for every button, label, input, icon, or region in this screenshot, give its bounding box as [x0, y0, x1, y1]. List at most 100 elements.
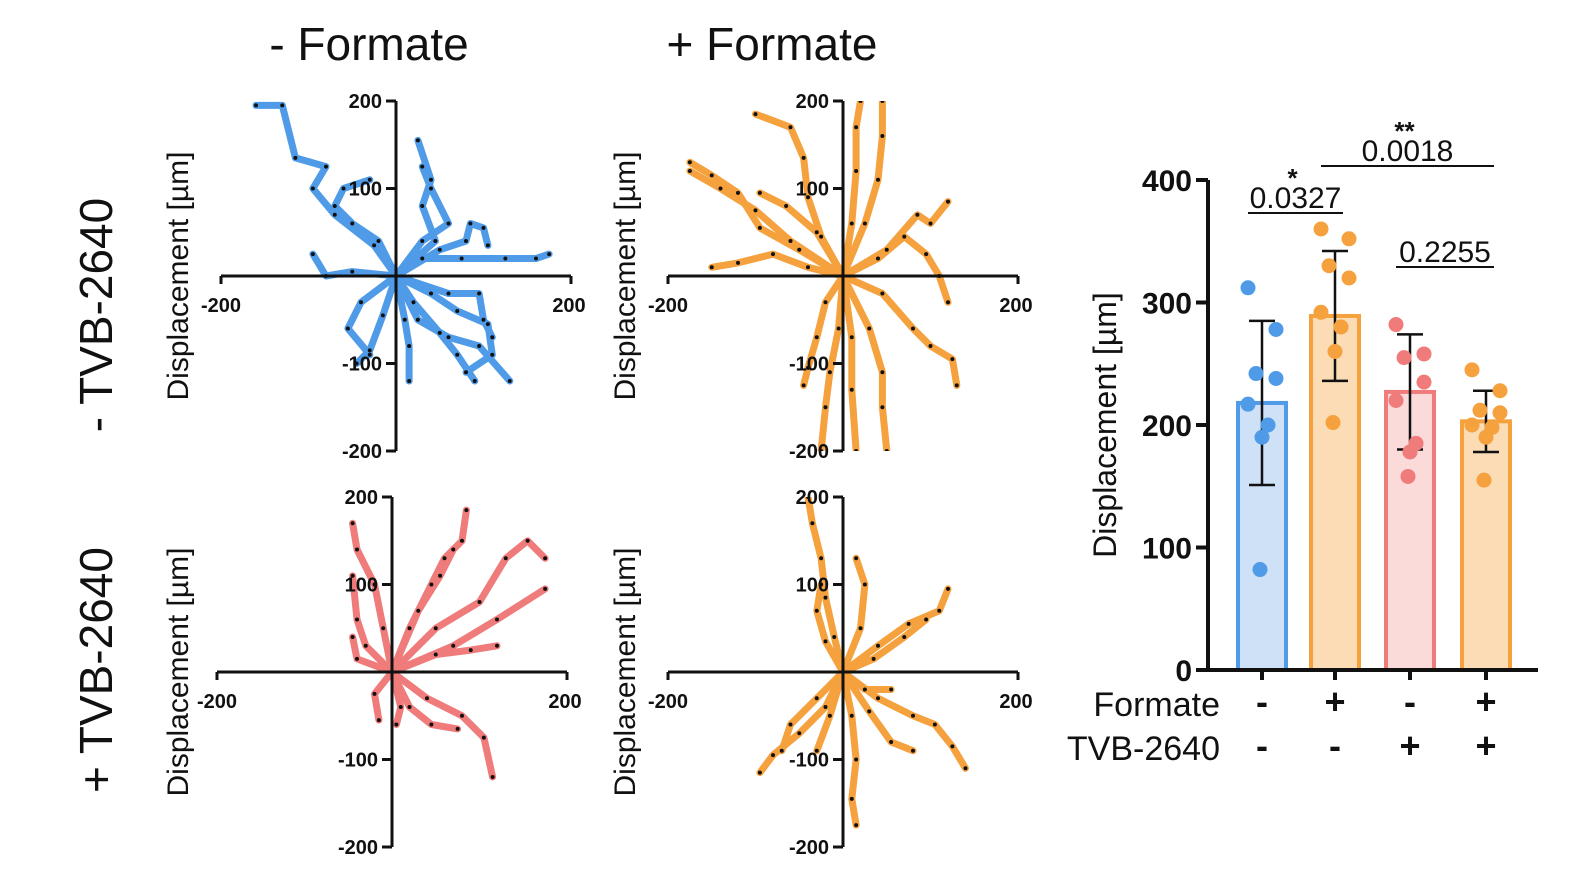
data-point: [1464, 362, 1480, 378]
y-axis-label: Displacement [µm]: [162, 547, 195, 796]
track-point: [367, 177, 372, 182]
x-tick-label: -200: [648, 691, 688, 713]
data-point: [1492, 405, 1508, 421]
tracks: [756, 497, 969, 829]
y-tick-label: 200: [349, 91, 382, 113]
data-point: [1313, 221, 1329, 237]
track-point: [819, 556, 824, 561]
condition-label: TVB-2640: [1067, 730, 1220, 768]
track-point: [788, 722, 793, 727]
track-point: [490, 775, 495, 779]
track-point: [429, 722, 434, 727]
y-tick-label: 100: [349, 179, 382, 201]
y-tick-label: -100: [789, 750, 829, 772]
track-point: [420, 256, 425, 261]
track-point: [345, 326, 350, 331]
track-point: [429, 291, 433, 296]
data-point: [1240, 396, 1256, 412]
track-line: [778, 668, 847, 755]
track-point: [420, 164, 425, 169]
track-point: [757, 190, 762, 195]
track-point: [543, 556, 548, 561]
y-tick-label: 100: [345, 575, 378, 597]
track-point: [823, 300, 828, 305]
track-point: [420, 204, 425, 208]
track-point: [718, 186, 723, 191]
track-point: [801, 155, 806, 160]
x-tick-label: -200: [197, 691, 237, 713]
track-line: [353, 272, 400, 367]
track-point: [867, 709, 872, 714]
track-line: [392, 272, 413, 385]
track-point: [849, 335, 854, 340]
track-point: [355, 656, 359, 661]
track-point: [954, 383, 959, 388]
track-point: [485, 243, 490, 248]
x-tick-label: 200: [552, 295, 585, 317]
track-point: [481, 735, 486, 740]
trajectory-panel-2: 200 100 -100 -200 -200 200 Displacement [µm]: [609, 91, 1033, 463]
track-point: [355, 547, 359, 552]
condition-sign: -: [1256, 725, 1268, 766]
track-point: [876, 696, 880, 701]
track-point: [460, 713, 464, 718]
track-point: [380, 313, 385, 318]
data-point: [1268, 321, 1284, 337]
track-point: [814, 696, 819, 701]
x-tick-label: -200: [201, 295, 241, 317]
y-tick-label: -100: [789, 354, 829, 376]
track-point: [963, 766, 968, 771]
row-header-plus-tvb: + TVB-2640: [70, 547, 122, 793]
data-point: [1333, 319, 1349, 335]
track-point: [433, 626, 438, 631]
track-point: [911, 326, 915, 331]
data-point: [1492, 383, 1508, 399]
track-line: [839, 616, 930, 676]
y-tick-label: 100: [796, 575, 829, 597]
track-line: [804, 497, 847, 676]
track-point: [464, 239, 468, 243]
track-point: [854, 449, 859, 451]
track-point: [862, 221, 867, 226]
track-point: [687, 169, 692, 173]
track-point: [788, 239, 793, 243]
p-value-label: 0.0018: [1362, 135, 1454, 168]
x-tick-label: 200: [999, 295, 1032, 317]
condition-sign: -: [1404, 681, 1416, 722]
track-point: [814, 748, 819, 753]
track-line: [252, 101, 400, 280]
track-point: [797, 731, 802, 736]
data-point: [1400, 468, 1416, 484]
track-point: [788, 125, 793, 130]
track-point: [394, 722, 399, 727]
track-line: [392, 220, 492, 280]
track-point: [455, 726, 460, 731]
track-point: [753, 208, 758, 213]
track-point: [858, 101, 863, 103]
track-point: [880, 370, 885, 375]
track-line: [388, 668, 462, 733]
data-point: [1327, 344, 1343, 359]
track-point: [823, 705, 828, 709]
data-point: [1313, 304, 1329, 320]
track-point: [367, 348, 372, 353]
track-point: [819, 234, 824, 239]
track-point: [415, 317, 420, 322]
track-point: [415, 138, 420, 143]
track-point: [376, 718, 381, 723]
track-point: [433, 239, 438, 243]
y-tick-label: 100: [796, 179, 829, 201]
trajectory-panel-4: 200 100 -100 -200 -200 200 Displacement [µm]: [609, 487, 1033, 859]
condition-sign: +: [1324, 681, 1345, 722]
track-point: [823, 639, 828, 644]
track-line: [344, 272, 400, 359]
track-point: [880, 101, 885, 103]
data-point: [1402, 444, 1418, 460]
track-line: [388, 537, 549, 676]
track-point: [876, 177, 880, 182]
x-tick-label: -200: [648, 295, 688, 317]
track-point: [810, 521, 815, 526]
column-header-plus-formate: + Formate: [667, 18, 878, 70]
data-point: [1254, 429, 1270, 445]
track-point: [332, 212, 337, 217]
